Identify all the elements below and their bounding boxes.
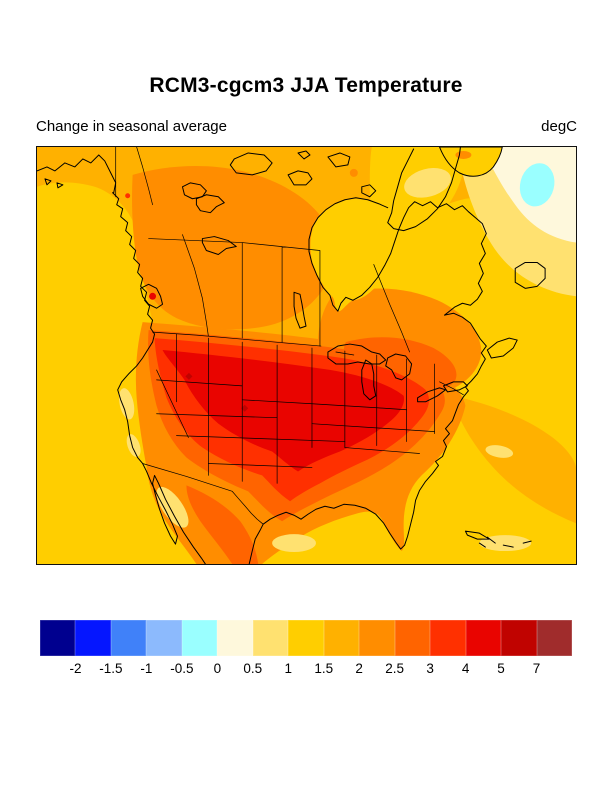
colorbar-tick-label: 1 bbox=[284, 661, 293, 676]
atlantic-yellow-streak bbox=[485, 445, 514, 458]
pacific-coast bbox=[112, 192, 206, 564]
north-atlantic-cyan-patch bbox=[519, 163, 555, 207]
lake-erie bbox=[417, 387, 446, 403]
colorbar-cell bbox=[359, 620, 395, 656]
newfoundland bbox=[514, 261, 546, 289]
contour-map bbox=[37, 147, 576, 564]
canada-province-borders bbox=[148, 234, 410, 353]
colorbar-tick-label: 3 bbox=[426, 661, 434, 676]
baffin-yellow-patch bbox=[404, 168, 451, 198]
political-borders bbox=[115, 147, 464, 525]
colorbar-cell bbox=[430, 620, 466, 656]
colorbar-cell bbox=[394, 620, 431, 656]
colorbar-cell bbox=[465, 620, 502, 656]
colorbar-tick-label: -0.5 bbox=[170, 661, 194, 676]
hudson-bay-fill bbox=[310, 199, 401, 312]
caribbean-yellow-patch bbox=[479, 535, 532, 552]
vancouver-island bbox=[140, 283, 164, 309]
colorbar-tick-label: -2 bbox=[69, 661, 82, 676]
colorbar-cell bbox=[536, 620, 573, 656]
arctic-orange-speck bbox=[349, 168, 358, 177]
colorbar-cell bbox=[40, 620, 76, 656]
coast-red-speck bbox=[149, 292, 157, 300]
figure-title: RCM3-cgcm3 JJA Temperature bbox=[149, 74, 463, 97]
yukon-orange-speck bbox=[125, 193, 131, 199]
colorbar-cell bbox=[181, 620, 218, 656]
lake-superior bbox=[327, 343, 387, 365]
contour-fills bbox=[37, 147, 576, 564]
map-frame bbox=[36, 146, 577, 565]
colorbar-tick-label: 4 bbox=[461, 661, 470, 676]
greenland-orange-speck bbox=[455, 150, 472, 159]
colorbar-tick-label: -1.5 bbox=[99, 661, 123, 676]
colorbar-tick-label: 5 bbox=[497, 661, 505, 676]
colorbar-cell bbox=[501, 620, 537, 656]
colorbar-tick-label: 7 bbox=[532, 661, 541, 676]
colorado-darkred-speck bbox=[241, 404, 249, 412]
great-bear-lake bbox=[195, 194, 225, 214]
caribbean-islands bbox=[464, 530, 532, 548]
figure-subtitle: Change in seasonal average bbox=[36, 118, 227, 135]
colorbar-cell bbox=[110, 620, 147, 656]
nova-scotia bbox=[486, 337, 518, 359]
yukon-nwt-border bbox=[136, 147, 153, 206]
lake-huron bbox=[385, 353, 413, 381]
colorbar-cell bbox=[75, 620, 111, 656]
colorbar-cell bbox=[323, 620, 360, 656]
gulf-atlantic-coast bbox=[248, 197, 487, 564]
us-state-borders bbox=[156, 333, 435, 484]
baffin-coast bbox=[387, 147, 461, 232]
gulf-yellow-patch bbox=[272, 534, 316, 553]
lake-michigan bbox=[361, 359, 377, 401]
arctic-islands bbox=[181, 150, 377, 200]
colorbar-tick-label: 0 bbox=[213, 661, 222, 676]
atlantic-amber-fill bbox=[453, 395, 576, 524]
colorbar-cell bbox=[217, 620, 253, 656]
colorbar-cell bbox=[146, 620, 182, 656]
units-label: degC bbox=[541, 118, 577, 135]
california-coast-yellow bbox=[119, 388, 135, 420]
colorbar-ticks: -2 -1.5 -1 -0.5 0 0.5 1 1.5 2 2.5 3 4 5 7 bbox=[40, 661, 572, 679]
colorbar-tick-label: 2.5 bbox=[385, 661, 405, 676]
us-red-core-fill bbox=[162, 350, 405, 472]
colorbar-cell bbox=[252, 620, 289, 656]
colorbar bbox=[40, 620, 573, 656]
colorbar-tick-label: -1 bbox=[140, 661, 153, 676]
lake-winnipeg bbox=[293, 291, 307, 329]
alaska-islands bbox=[44, 178, 64, 189]
idaho-darkred-speck bbox=[185, 372, 193, 380]
colorbar-tick-label: 2 bbox=[355, 661, 363, 676]
colorbar-tick-label: 0.5 bbox=[243, 661, 263, 676]
socal-coast-yellow bbox=[126, 434, 141, 457]
us-mexico-border bbox=[142, 463, 264, 525]
mexico-darkorange-fill bbox=[186, 485, 259, 564]
great-slave-lake bbox=[201, 236, 237, 255]
colorbar-cell bbox=[288, 620, 324, 656]
colorbar-tick-label: 1.5 bbox=[314, 661, 334, 676]
lake-ontario bbox=[442, 381, 468, 393]
